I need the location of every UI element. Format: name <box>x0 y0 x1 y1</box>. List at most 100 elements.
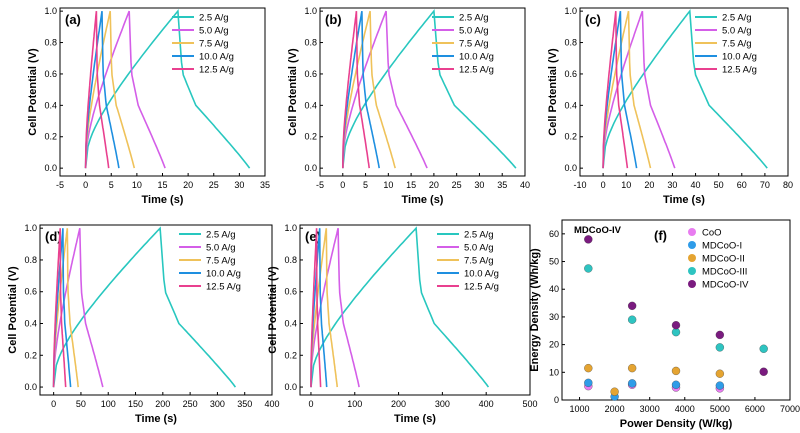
series-line-5-0-A-g <box>342 10 428 169</box>
x-tick-label: 2000 <box>605 404 625 414</box>
legend-label: 7.5 A/g <box>464 256 494 267</box>
x-tick-label: 70 <box>760 180 770 190</box>
x-tick-label: -10 <box>573 180 586 190</box>
scatter-point-MDCoO-IV <box>671 321 681 330</box>
y-tick-label: 1.0 <box>564 6 577 16</box>
series-line-7-5-A-g <box>84 10 136 169</box>
legend-label: MDCoO-II <box>702 254 745 265</box>
x-tick-label: 10 <box>621 180 631 190</box>
scatter-point-MDCoO-I <box>628 379 637 388</box>
scatter-point-MDCoO-IV <box>759 367 768 376</box>
y-axis-title: Energy Density (Wh/kg) <box>529 248 541 372</box>
y-tick-label: 0.2 <box>24 350 37 360</box>
legend-label: 10.0 A/g <box>464 269 499 280</box>
y-tick-label: 0.4 <box>564 100 577 110</box>
x-axis-title: Time (s) <box>142 194 184 206</box>
x-tick-label: 15 <box>406 180 416 190</box>
series-line-7-5-A-g <box>52 228 79 388</box>
chart-panel-b: -5 0 5 10 15 20 25 30 35 40 0.0 0.2 0.4 0.6 0.8 1.0 Time… <box>287 6 530 206</box>
y-tick-label: 0.6 <box>24 287 37 297</box>
legend-label: 10.0 A/g <box>459 52 494 63</box>
legend-label: 10.0 A/g <box>199 52 234 63</box>
x-tick-label: 3000 <box>640 404 660 414</box>
series-line-10-0-A-g <box>342 10 380 169</box>
y-tick-label: 0.8 <box>44 38 57 48</box>
series-line-10-0-A-g <box>602 10 638 169</box>
x-tick-label: 500 <box>522 399 537 409</box>
y-tick-label: 0 <box>554 395 559 405</box>
legend-label: 12.5 A/g <box>459 65 494 76</box>
x-axis-title: Time (s) <box>394 413 436 425</box>
y-axis-title: Cell Potential (V) <box>547 48 559 136</box>
legend-label: 12.5 A/g <box>722 65 757 76</box>
y-tick-label: 60 <box>549 229 559 239</box>
x-tick-label: -5 <box>56 180 64 190</box>
y-tick-label: 0.4 <box>24 319 37 329</box>
scatter-point-MDCoO-II <box>628 364 637 373</box>
y-tick-label: 30 <box>549 312 559 322</box>
x-tick-label: 0 <box>340 180 345 190</box>
legend-label: 2.5 A/g <box>464 230 494 241</box>
series-line-7-5-A-g <box>310 228 338 388</box>
series-line-12-5-A-g <box>52 228 67 388</box>
y-tick-label: 50 <box>549 257 559 267</box>
y-axis-title: Cell Potential (V) <box>27 48 39 136</box>
annotation-label: MDCoO-IV <box>574 225 622 236</box>
legend-label: 7.5 A/g <box>206 256 236 267</box>
series-line-7-5-A-g <box>602 10 652 169</box>
series-line-12-5-A-g <box>310 228 322 388</box>
x-tick-label: 15 <box>157 180 167 190</box>
x-tick-label: 10 <box>383 180 393 190</box>
legend-label: 2.5 A/g <box>459 13 489 24</box>
series-line-12-5-A-g <box>342 11 370 169</box>
plot-frame <box>561 219 791 401</box>
chart-panel-e: 0 100 200 300 400 500 0.0 0.2 0.4 0.6 0.8 1.0 Time (… <box>267 223 538 425</box>
x-tick-label: 5000 <box>710 404 730 414</box>
legend-label: 2.5 A/g <box>206 230 236 241</box>
x-axis-title: Time (s) <box>402 194 444 206</box>
legend-marker <box>688 241 696 249</box>
legend-marker <box>688 267 696 275</box>
y-tick-label: 0.0 <box>564 163 577 173</box>
x-tick-label: 6000 <box>745 404 765 414</box>
x-tick-label: 0 <box>601 180 606 190</box>
x-tick-label: 60 <box>737 180 747 190</box>
x-tick-label: 40 <box>691 180 701 190</box>
series-line-10-0-A-g <box>310 228 328 388</box>
x-tick-label: 20 <box>644 180 654 190</box>
x-tick-label: 40 <box>520 180 530 190</box>
y-tick-label: 0.2 <box>44 132 57 142</box>
y-tick-label: 0.2 <box>304 132 317 142</box>
x-tick-label: 200 <box>155 399 170 409</box>
legend-label: 12.5 A/g <box>464 282 499 293</box>
x-tick-label: 100 <box>347 399 362 409</box>
scatter-point-MDCoO-IV <box>715 330 724 340</box>
legend-label: 2.5 A/g <box>199 13 229 24</box>
x-tick-label: 0 <box>83 180 88 190</box>
legend-label: 10.0 A/g <box>722 52 757 63</box>
legend-label: CoO <box>702 228 722 239</box>
series-line-2-5-A-g <box>84 9 251 169</box>
y-tick-label: 0.8 <box>304 38 317 48</box>
y-tick-label: 0.2 <box>564 132 577 142</box>
legend-marker <box>688 254 696 262</box>
legend-label: MDCoO-IV <box>702 280 749 291</box>
x-tick-label: 0 <box>51 399 56 409</box>
x-tick-label: 300 <box>435 399 450 409</box>
series-line-10-0-A-g <box>84 10 120 169</box>
scatter-point-MDCoO-II <box>715 369 724 378</box>
series-line-2-5-A-g <box>52 226 237 388</box>
y-tick-label: 0.6 <box>304 69 317 79</box>
y-tick-label: 20 <box>549 340 559 350</box>
y-tick-label: 40 <box>549 284 559 294</box>
legend-label: 12.5 A/g <box>199 65 234 76</box>
legend-label: 5.0 A/g <box>459 26 489 37</box>
series-line-12-5-A-g <box>84 11 110 169</box>
x-tick-label: 150 <box>128 399 143 409</box>
x-tick-label: -5 <box>316 180 324 190</box>
x-tick-label: 35 <box>260 180 270 190</box>
legend-label: 5.0 A/g <box>199 26 229 37</box>
scatter-point-MDCoO-III <box>584 264 593 273</box>
legend-label: 12.5 A/g <box>206 282 241 293</box>
x-tick-label: 80 <box>783 180 793 190</box>
